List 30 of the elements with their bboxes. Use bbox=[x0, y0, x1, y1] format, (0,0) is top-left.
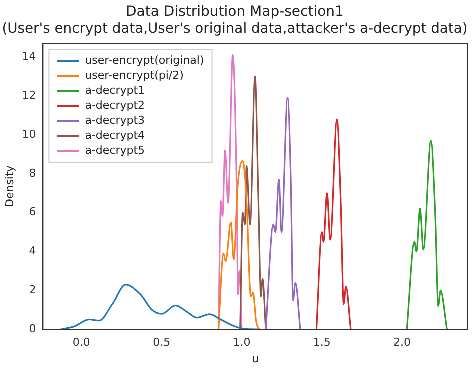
y-tick-label: 4 bbox=[29, 244, 36, 258]
x-axis-title: u bbox=[252, 352, 260, 366]
legend-label: a-decrypt2 bbox=[85, 98, 146, 112]
legend-label: a-decrypt4 bbox=[85, 128, 146, 142]
y-tick-label: 10 bbox=[22, 128, 36, 141]
legend-label: a-decrypt1 bbox=[85, 84, 146, 97]
legend-label: a-decrypt5 bbox=[85, 144, 146, 157]
x-tick-label: 2.0 bbox=[394, 336, 412, 350]
line-series bbox=[218, 160, 260, 330]
chart-subtitle: (User's encrypt data,User's original data,attacker's a-decrypt data) bbox=[2, 20, 468, 37]
legend-label: a-decrypt3 bbox=[85, 114, 146, 127]
legend-label: user-encrypt(pi/2) bbox=[85, 68, 184, 82]
chart-title: Data Distribution Map-section1 bbox=[126, 4, 344, 20]
x-tick-label: 0.0 bbox=[72, 336, 90, 350]
y-tick-label: 2 bbox=[29, 284, 36, 297]
y-tick-label: 0 bbox=[29, 322, 36, 336]
x-tick-label: 0.5 bbox=[153, 336, 171, 350]
x-tick-label: 1.5 bbox=[313, 336, 331, 350]
line-series bbox=[265, 97, 302, 330]
legend-label: user-encrypt(original) bbox=[85, 54, 204, 67]
y-tick-label: 6 bbox=[29, 206, 36, 219]
y-tick-label: 14 bbox=[22, 50, 36, 64]
line-series bbox=[218, 54, 243, 330]
y-tick-label: 12 bbox=[22, 88, 36, 102]
y-axis-title: Density bbox=[3, 165, 16, 208]
line-series bbox=[240, 76, 267, 330]
x-tick-label: 1.0 bbox=[233, 336, 251, 350]
line-series bbox=[316, 118, 352, 330]
line-series bbox=[406, 140, 448, 330]
y-tick-label: 8 bbox=[29, 166, 36, 180]
